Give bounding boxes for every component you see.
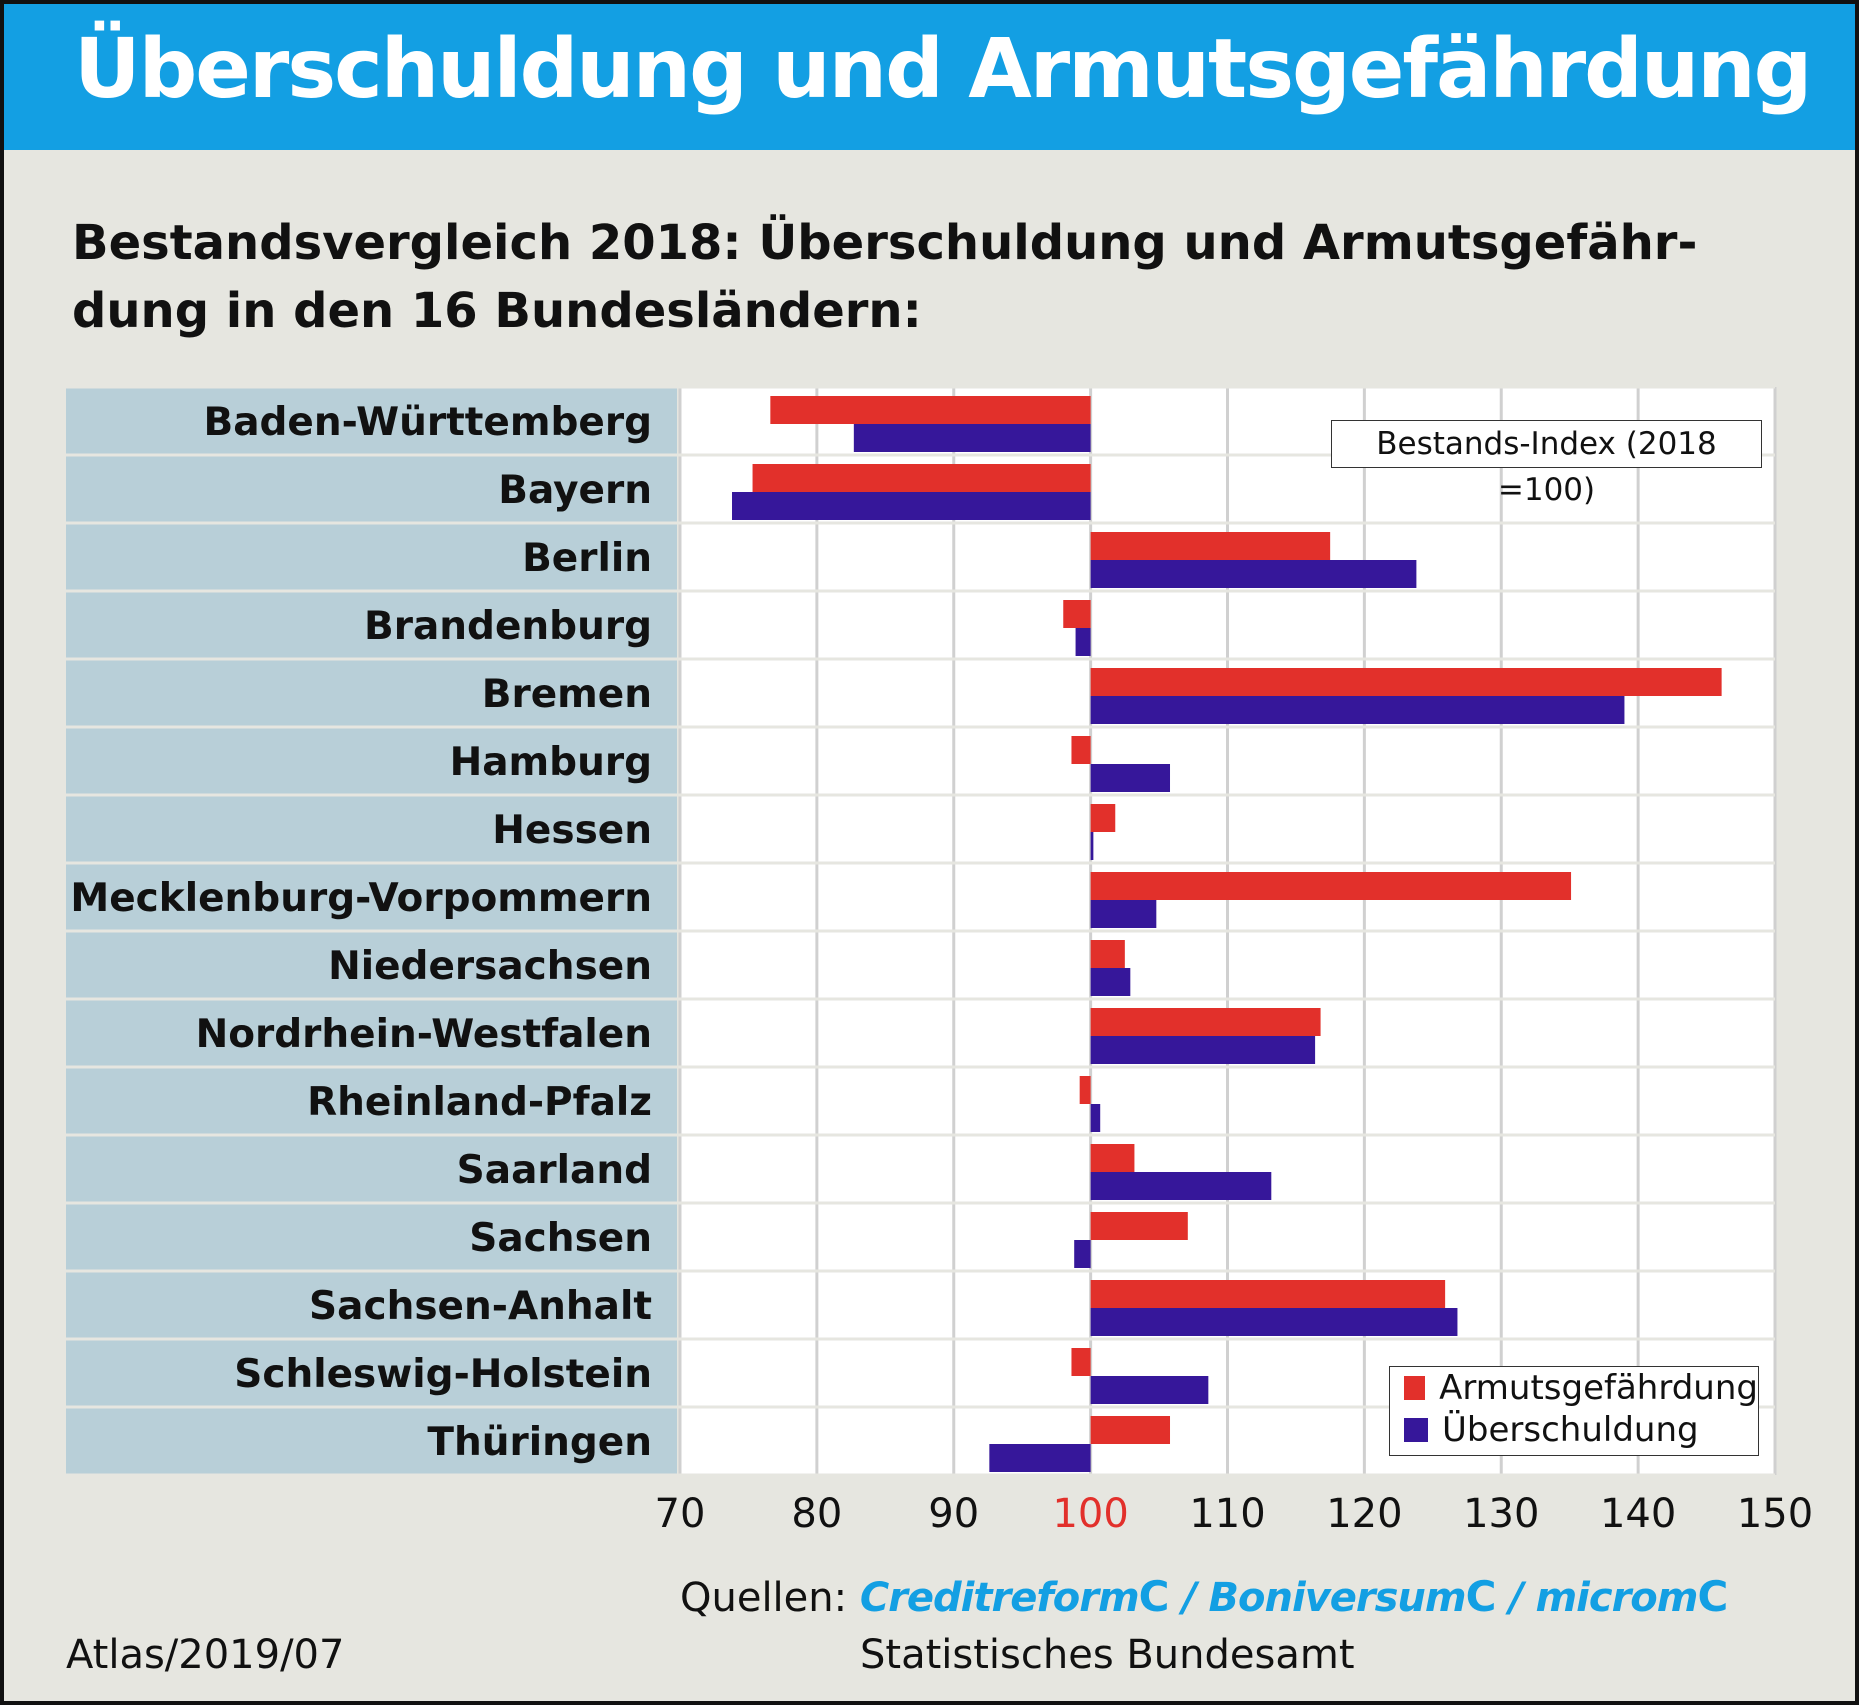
category-label: Hamburg [450, 740, 652, 785]
microm-logo-icon: C [1697, 1572, 1729, 1621]
bar-ueberschuldung [1090, 1104, 1101, 1132]
category-label: Niedersachsen [328, 944, 652, 989]
bar-ueberschuldung [1090, 560, 1417, 588]
category-label: Hessen [492, 808, 652, 853]
legend-swatch-red [1404, 1376, 1426, 1400]
boniversum-logo-icon: C [1465, 1572, 1497, 1621]
category-label: Bremen [482, 672, 652, 717]
bar-armutsgefaehrdung [1090, 940, 1125, 968]
bar-armutsgefaehrdung [1090, 804, 1116, 832]
x-tick-label: 100 [1052, 1491, 1128, 1537]
bar-ueberschuldung [1090, 764, 1171, 792]
brand-creditreform: Creditreform [859, 1575, 1140, 1621]
legend-item-armut: Armutsgefährdung [1390, 1367, 1758, 1409]
bar-armutsgefaehrdung [770, 396, 1091, 424]
header-band: Überschuldung und Armutsgefährdung [4, 4, 1855, 150]
page-title: Überschuldung und Armutsgefährdung [74, 22, 1812, 117]
separator: / [1509, 1575, 1524, 1621]
bar-armutsgefaehrdung [1090, 668, 1722, 696]
bar-ueberschuldung [989, 1444, 1091, 1472]
bar-ueberschuldung [1090, 1308, 1458, 1336]
category-label: Sachsen-Anhalt [309, 1284, 652, 1329]
bar-ueberschuldung [1090, 1172, 1272, 1200]
category-label: Sachsen [469, 1216, 652, 1261]
bar-armutsgefaehrdung [1071, 1348, 1091, 1376]
x-tick-label: 140 [1600, 1491, 1676, 1537]
bar-armutsgefaehrdung [1063, 600, 1091, 628]
bar-armutsgefaehrdung [1090, 1416, 1171, 1444]
bar-ueberschuldung [1090, 696, 1625, 724]
legend-item-ueberschuldung: Überschuldung [1390, 1409, 1758, 1451]
separator: / [1182, 1575, 1197, 1621]
chart-subtitle: Bestandsvergleich 2018: Überschuldung un… [72, 215, 1698, 339]
legend: Armutsgefährdung Überschuldung [1389, 1366, 1759, 1456]
category-label: Mecklenburg-Vorpommern [70, 876, 652, 921]
x-tick-label: 110 [1189, 1491, 1265, 1537]
legend-label: Überschuldung [1442, 1410, 1699, 1450]
source-destatis: Statistisches Bundesamt [860, 1632, 1355, 1678]
brand-boniversum: Boniversum [1208, 1575, 1467, 1621]
category-label: Rheinland-Pfalz [307, 1080, 652, 1125]
creditreform-logo-icon: C [1138, 1572, 1170, 1621]
bar-armutsgefaehrdung [1090, 1008, 1321, 1036]
x-tick-label: 80 [791, 1491, 842, 1537]
bar-ueberschuldung [853, 424, 1091, 452]
bar-armutsgefaehrdung [1090, 1144, 1135, 1172]
x-tick-label: 120 [1326, 1491, 1402, 1537]
bar-ueberschuldung [1090, 900, 1157, 928]
bar-armutsgefaehrdung [1090, 1280, 1446, 1308]
brand-microm: microm [1535, 1575, 1698, 1621]
bar-armutsgefaehrdung [1071, 736, 1091, 764]
bar-ueberschuldung [1090, 1036, 1316, 1064]
sources-line: Quellen: CreditreformC / BoniversumC / m… [680, 1572, 1728, 1621]
category-label: Nordrhein-Westfalen [196, 1012, 652, 1057]
bar-armutsgefaehrdung [1090, 1212, 1188, 1240]
bar-armutsgefaehrdung [1079, 1076, 1091, 1104]
category-label: Baden-Württemberg [203, 400, 652, 445]
sources-label: Quellen: [680, 1575, 848, 1621]
bar-ueberschuldung [732, 492, 1091, 520]
bar-ueberschuldung [1090, 1376, 1209, 1404]
bar-ueberschuldung [1074, 1240, 1091, 1268]
category-label: Saarland [457, 1148, 652, 1193]
x-tick-label: 130 [1463, 1491, 1539, 1537]
bar-armutsgefaehrdung [752, 464, 1091, 492]
legend-swatch-blue [1404, 1418, 1428, 1442]
bar-ueberschuldung [1090, 968, 1131, 996]
category-label: Thüringen [427, 1420, 652, 1465]
category-label: Berlin [522, 536, 652, 581]
credit-line: Atlas/2019/07 [66, 1632, 345, 1678]
index-label: Bestands-Index (2018 =100) [1331, 420, 1762, 508]
category-label: Bayern [498, 468, 652, 513]
bar-ueberschuldung [1075, 628, 1091, 656]
legend-label: Armutsgefährdung [1439, 1368, 1758, 1408]
x-tick-label: 70 [655, 1491, 706, 1537]
category-label: Brandenburg [364, 604, 652, 649]
bar-ueberschuldung [1090, 832, 1094, 860]
x-tick-label: 90 [928, 1491, 979, 1537]
bar-armutsgefaehrdung [1090, 872, 1572, 900]
x-tick-label: 150 [1737, 1491, 1813, 1537]
bar-armutsgefaehrdung [1090, 532, 1331, 560]
category-label: Schleswig-Holstein [234, 1352, 652, 1397]
